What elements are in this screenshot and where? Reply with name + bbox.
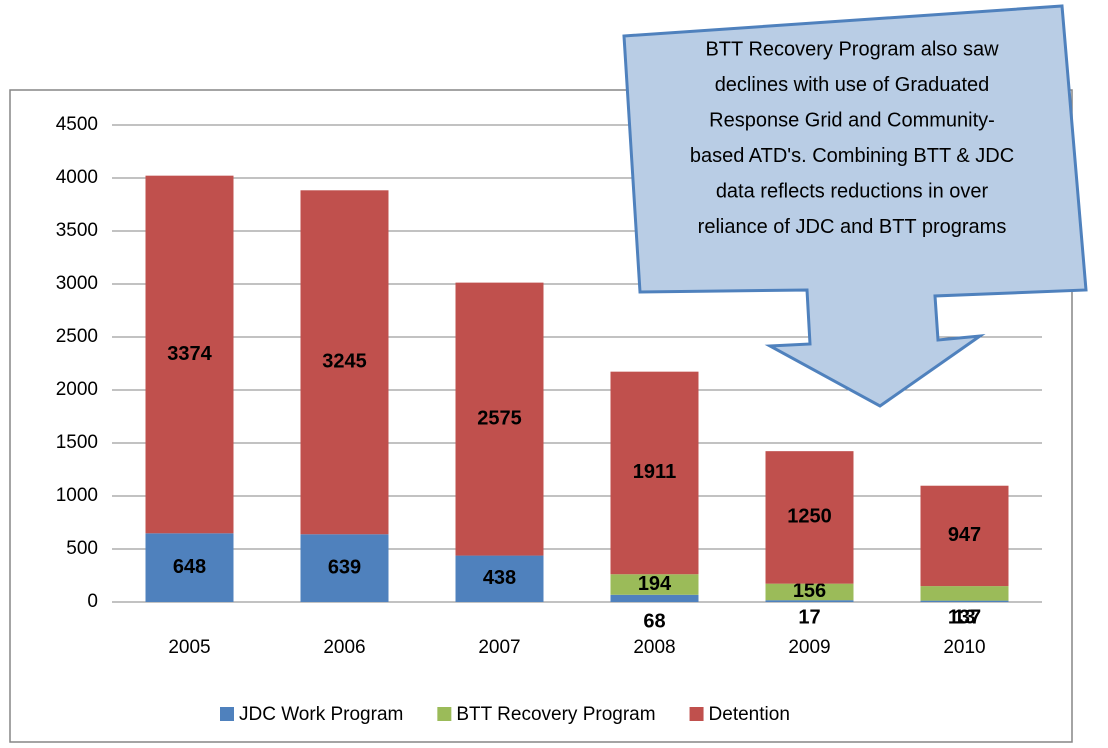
annotation-line: based ATD's. Combining BTT & JDC — [690, 145, 1014, 167]
bar-segment — [920, 600, 1009, 602]
legend-swatch — [689, 707, 704, 721]
bar-segment — [145, 175, 234, 534]
y-tick-label: 4000 — [56, 167, 98, 188]
data-label: 438 — [483, 567, 516, 589]
y-tick-label: 1000 — [56, 485, 98, 506]
bar-segment — [765, 600, 854, 602]
data-label: 3374 — [167, 343, 212, 365]
x-tick-label: 2009 — [788, 637, 830, 658]
bar-segment — [300, 534, 389, 602]
x-tick-label: 2010 — [943, 637, 985, 658]
data-label: 194 — [638, 573, 672, 595]
data-label: 13 — [953, 606, 975, 628]
legend-swatch — [437, 707, 452, 721]
bar-segment — [765, 583, 854, 601]
legend-label: Detention — [709, 704, 790, 725]
plot: 0 500 1000 1500 2000 2500 3000 3500 4000 4500 2005… — [56, 114, 1042, 725]
annotation-line: BTT Recovery Program also saw — [705, 38, 999, 60]
bar-segment — [920, 485, 1009, 587]
annotation-line: Response Grid and Community- — [709, 109, 995, 131]
data-label: 648 — [173, 556, 206, 578]
data-label: 639 — [328, 556, 361, 578]
x-tick-label: 2007 — [478, 637, 520, 658]
bar-segment — [455, 555, 544, 602]
data-label: 1250 — [787, 506, 832, 528]
data-label: 17 — [798, 606, 820, 628]
y-tick-label: 2000 — [56, 379, 98, 400]
y-tick-label: 4500 — [56, 114, 98, 135]
bar-segment — [610, 574, 699, 595]
bar-segment — [920, 586, 1009, 601]
bar-segment — [765, 451, 854, 584]
y-tick-label: 500 — [66, 538, 98, 559]
annotation-line: declines with use of Graduated — [715, 74, 990, 96]
y-tick-label: 0 — [87, 591, 98, 612]
bar-segment — [300, 190, 389, 535]
data-label: 68 — [643, 610, 665, 632]
x-tick-label: 2005 — [168, 637, 210, 658]
x-tick-label: 2008 — [633, 637, 675, 658]
bar-segment — [455, 282, 544, 556]
data-label: 2575 — [477, 407, 522, 429]
bar-segment — [610, 594, 699, 602]
annotation-line: data reflects reductions in over — [716, 180, 989, 202]
callout — [622, 4, 1088, 408]
annotation: BTT Recovery Program also saw declines wi… — [690, 38, 1014, 238]
x-tick-label: 2006 — [323, 637, 365, 658]
data-label: 3245 — [322, 351, 367, 373]
legend-label: BTT Recovery Program — [456, 704, 655, 725]
data-label: 1911 — [633, 461, 676, 483]
data-label: 947 — [948, 524, 981, 546]
y-tick-label: 3000 — [56, 273, 98, 294]
bar-segment — [145, 533, 234, 602]
legend-label: JDC Work Program — [239, 704, 403, 725]
legend-swatch — [220, 707, 234, 721]
y-tick-label: 3500 — [56, 220, 98, 241]
data-label: 156 — [793, 580, 826, 602]
y-tick-label: 2500 — [56, 326, 98, 347]
y-tick-label: 1500 — [56, 432, 98, 453]
data-label: 137 — [948, 606, 981, 628]
annotation-line: reliance of JDC and BTT programs — [698, 216, 1007, 238]
bar-segment — [610, 371, 699, 575]
